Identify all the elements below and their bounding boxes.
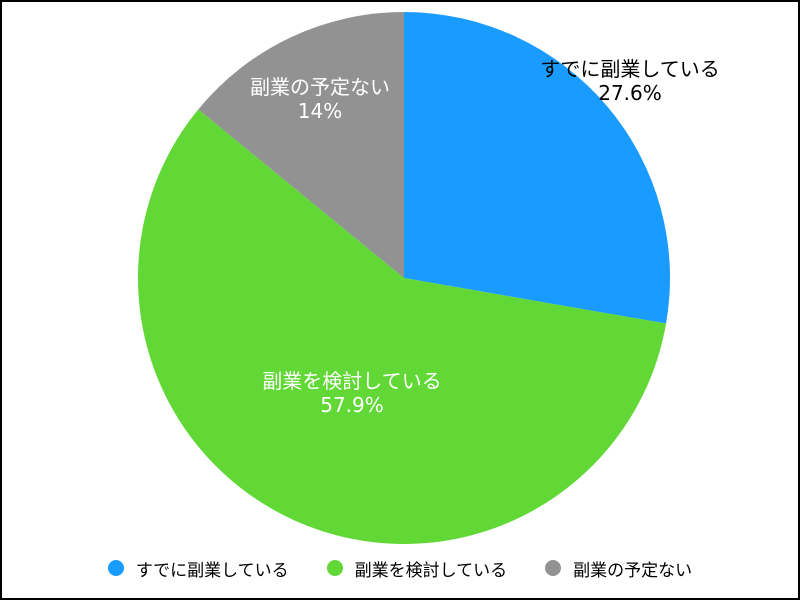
slice-category-label: 副業を検討している (262, 369, 441, 393)
legend-label: 副業の予定ない (573, 560, 693, 581)
legend-item-already: すでに副業している (107, 556, 289, 581)
legend-marker (107, 560, 124, 576)
pie-slice (198, 12, 404, 278)
pie-slice (138, 109, 667, 544)
legend-item-considering: 副業を検討している (326, 556, 508, 581)
slice-value-label: 27.6% (598, 81, 662, 105)
slice-value-label: 14% (298, 99, 342, 123)
legend-marker (545, 560, 562, 576)
slice-value-label: 57.9% (320, 393, 384, 417)
legend: すでに副業している 副業を検討している 副業の予定ない (0, 553, 800, 583)
slice-category-label: すでに副業している (540, 57, 720, 81)
legend-item-no-plan: 副業の予定ない (545, 556, 692, 581)
legend-label: すでに副業している (135, 560, 289, 581)
legend-marker (326, 560, 343, 576)
pie-slices (138, 12, 671, 544)
pie-slice (404, 12, 671, 324)
slice-category-label: 副業の予定ない (250, 75, 390, 99)
legend-label: 副業を検討している (354, 560, 508, 581)
